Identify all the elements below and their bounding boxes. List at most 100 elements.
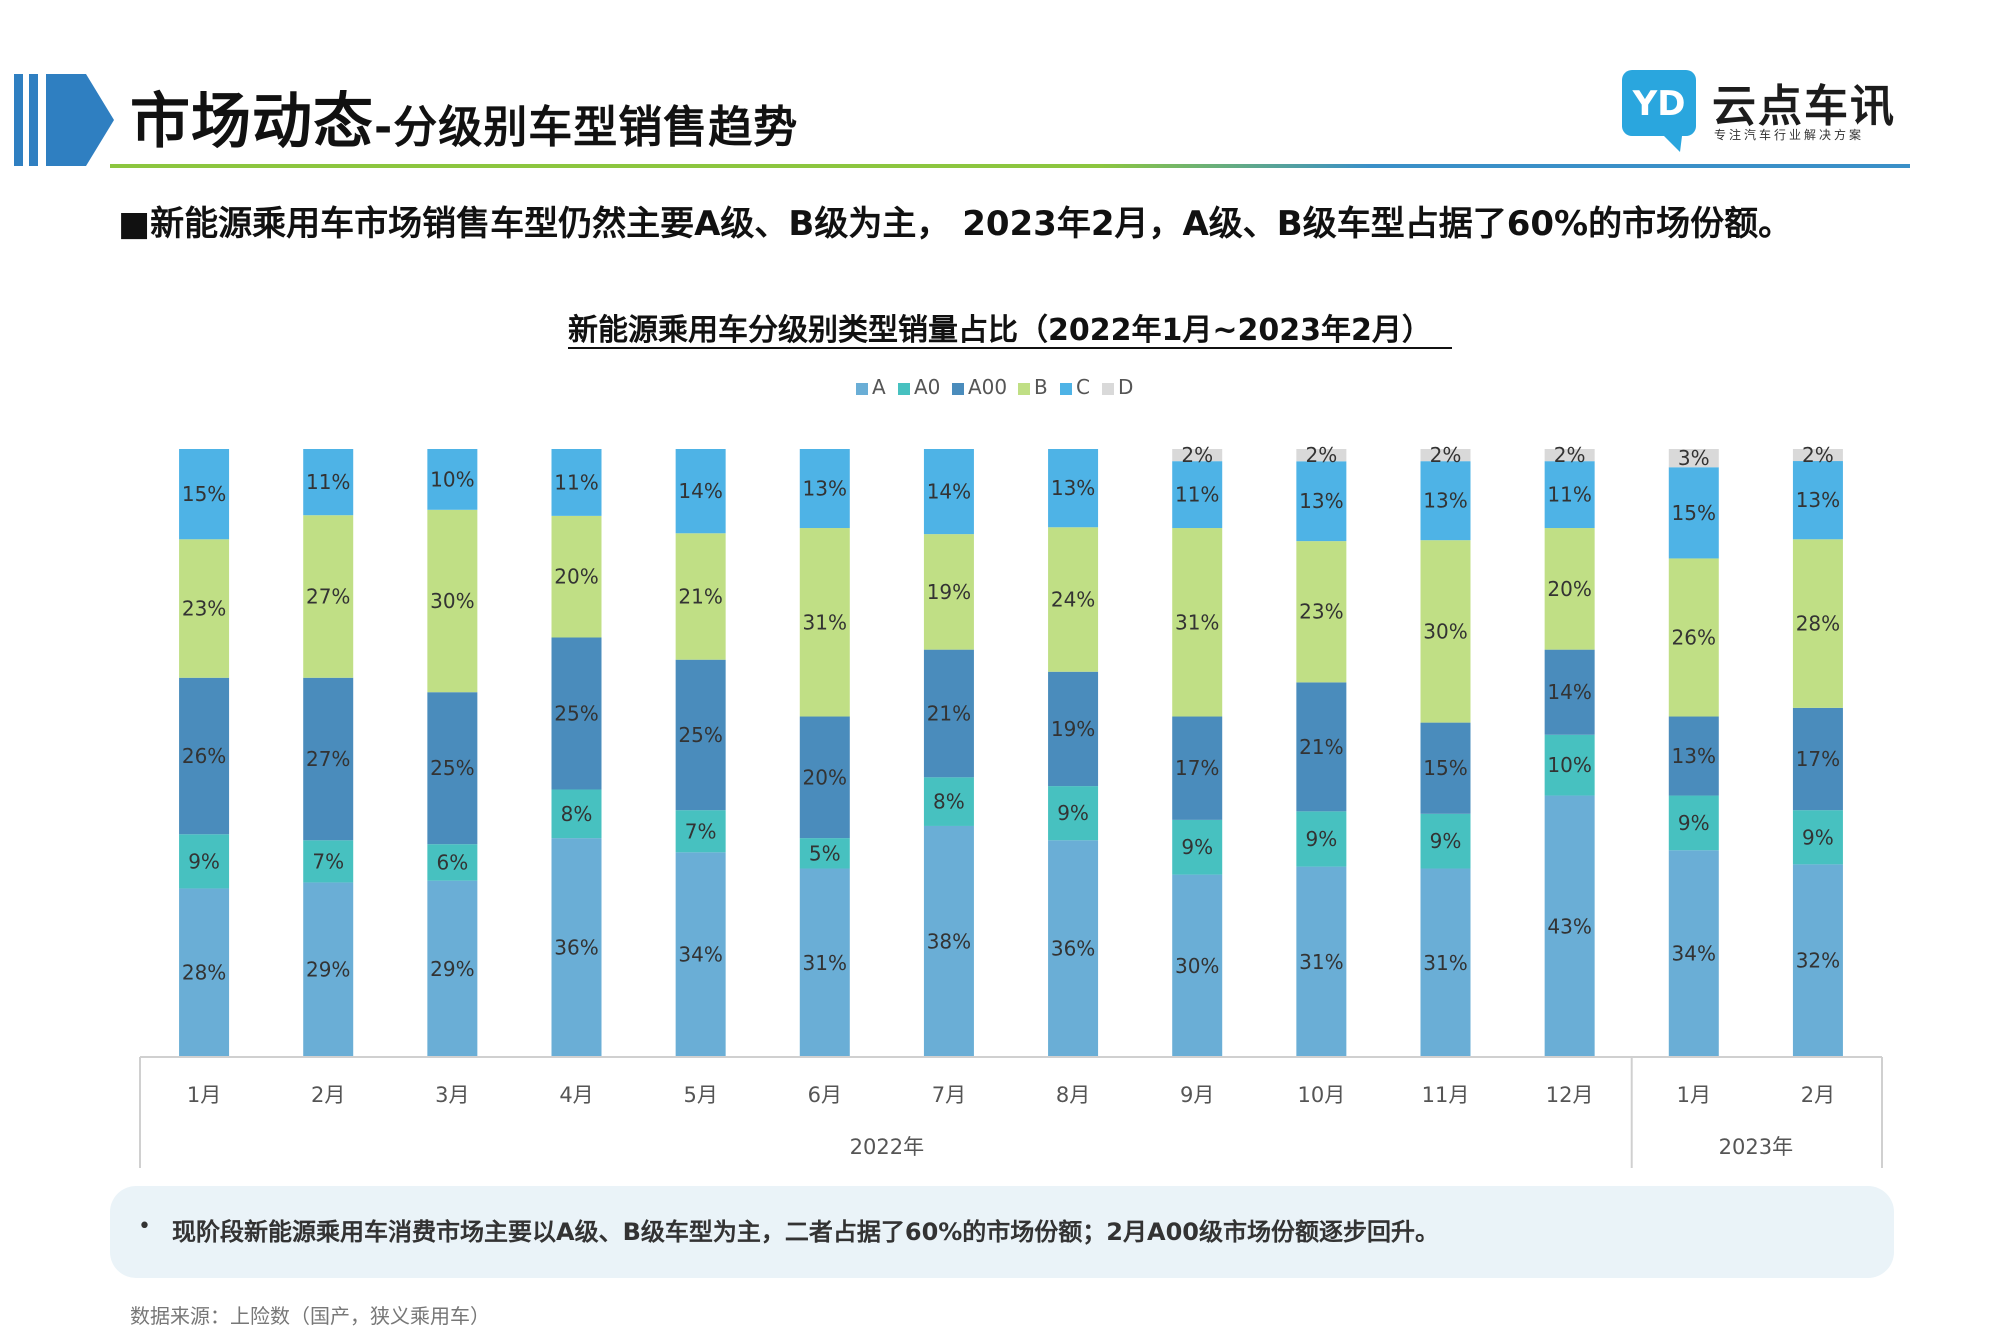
x-tick-label: 12月 xyxy=(1546,1083,1594,1107)
bar-b-8 xyxy=(1048,527,1099,672)
bar-b-3 xyxy=(427,509,478,693)
data-label-a0-1: 9% xyxy=(188,849,220,873)
bar-c-5 xyxy=(675,449,726,534)
data-label-a00-14: 17% xyxy=(1796,747,1840,771)
data-label-c-8: 13% xyxy=(1051,476,1095,500)
bar-a0-6 xyxy=(799,838,850,869)
bar-a00-12 xyxy=(1544,649,1595,735)
chart-title: 新能源乘用车分级别类型销量占比（2022年1月~2023年2月） xyxy=(568,313,1432,348)
bar-b-4 xyxy=(551,515,602,638)
x-tick-label: 8月 xyxy=(1056,1083,1090,1107)
data-label-a0-12: 10% xyxy=(1547,753,1591,777)
legend-swatch-a00 xyxy=(952,383,964,395)
bar-a0-4 xyxy=(551,789,602,839)
data-label-c-5: 14% xyxy=(678,479,722,503)
data-label-b-6: 31% xyxy=(803,610,847,634)
data-label-d-10: 2% xyxy=(1305,443,1337,467)
data-label-c-13: 15% xyxy=(1672,501,1716,525)
data-source-note: 数据来源：上险数（国产，狭义乘用车） xyxy=(130,1304,490,1328)
legend-label-b: B xyxy=(1034,375,1048,399)
bar-a-5 xyxy=(675,852,726,1057)
logo-tagline: 专注汽车行业解决方案 xyxy=(1714,128,1865,142)
bar-a00-10 xyxy=(1296,682,1347,812)
bar-a0-9 xyxy=(1172,819,1223,875)
data-label-d-14: 2% xyxy=(1802,443,1834,467)
data-label-a-2: 29% xyxy=(306,958,350,982)
bar-c-10 xyxy=(1296,461,1347,542)
x-tick-label: 2月 xyxy=(311,1083,345,1107)
bar-a0-2 xyxy=(303,840,354,883)
data-label-a0-13: 9% xyxy=(1678,811,1710,835)
data-label-a-5: 34% xyxy=(678,943,722,967)
bar-d-11 xyxy=(1420,449,1471,462)
data-label-a00-1: 26% xyxy=(182,744,226,768)
data-label-b-9: 31% xyxy=(1175,610,1219,634)
yd-logo-icon: YD xyxy=(1622,70,1696,152)
title-divider xyxy=(110,164,1910,168)
data-label-d-12: 2% xyxy=(1554,443,1586,467)
data-label-c-4: 11% xyxy=(554,470,598,494)
bar-a0-11 xyxy=(1420,813,1471,869)
summary-text: 现阶段新能源乘用车消费市场主要以A级、B级车型为主，二者占据了60%的市场份额；… xyxy=(172,1218,1439,1246)
bar-c-11 xyxy=(1420,461,1471,541)
data-label-a0-9: 9% xyxy=(1181,835,1213,859)
bar-c-4 xyxy=(551,449,602,516)
bar-a0-14 xyxy=(1792,810,1843,865)
data-label-a-14: 32% xyxy=(1796,949,1840,973)
data-label-a0-5: 7% xyxy=(685,819,717,843)
bar-a0-8 xyxy=(1048,786,1099,841)
bar-c-9 xyxy=(1172,461,1223,529)
data-label-a0-7: 8% xyxy=(933,790,965,814)
data-label-a00-6: 20% xyxy=(803,765,847,789)
year-group-label: 2022年 xyxy=(850,1135,924,1159)
bar-c-13 xyxy=(1668,467,1719,559)
summary-box: • 现阶段新能源乘用车消费市场主要以A级、B级车型为主，二者占据了60%的市场份… xyxy=(110,1186,1894,1278)
x-tick-label: 4月 xyxy=(559,1083,593,1107)
bar-b-12 xyxy=(1544,528,1595,650)
data-label-a-6: 31% xyxy=(803,951,847,975)
logo-text: 云点车讯 xyxy=(1712,81,1896,132)
data-label-a00-11: 15% xyxy=(1423,756,1467,780)
bar-a0-1 xyxy=(179,834,230,889)
data-label-a-4: 36% xyxy=(554,936,598,960)
x-tick-label: 7月 xyxy=(932,1083,966,1107)
bar-a0-12 xyxy=(1544,734,1595,796)
legend-label-d: D xyxy=(1118,375,1133,399)
legend-label-a00: A00 xyxy=(968,375,1007,399)
stacked-bar-chart: 新能源乘用车分级别类型销量占比（2022年1月~2023年2月） A A0 A00 B C… xyxy=(139,313,1883,1168)
bar-a00-13 xyxy=(1668,716,1719,796)
data-label-c-6: 13% xyxy=(803,477,847,501)
data-label-a00-13: 13% xyxy=(1672,744,1716,768)
data-label-c-2: 11% xyxy=(306,470,350,494)
bar-a00-8 xyxy=(1048,671,1099,787)
legend-swatch-a0 xyxy=(898,383,910,395)
data-label-a00-2: 27% xyxy=(306,747,350,771)
data-label-c-11: 13% xyxy=(1423,489,1467,513)
brand-logo: YD 云点车讯 专注汽车行业解决方案 xyxy=(1620,66,1920,156)
data-label-a-11: 31% xyxy=(1423,951,1467,975)
data-label-d-13: 3% xyxy=(1678,446,1710,470)
x-tick-label: 10月 xyxy=(1297,1083,1345,1107)
bar-c-8 xyxy=(1048,449,1099,528)
bar-c-1 xyxy=(179,449,230,540)
page-title-main: 市场动态 xyxy=(130,87,374,157)
page-title: 市场动态-分级别车型销售趋势 xyxy=(130,86,798,164)
data-label-b-11: 30% xyxy=(1423,619,1467,643)
page-title-sub: -分级别车型销售趋势 xyxy=(374,102,799,153)
bar-c-6 xyxy=(799,449,850,529)
bar-a00-5 xyxy=(675,659,726,811)
data-label-a-3: 29% xyxy=(430,957,474,981)
bar-a00-6 xyxy=(799,716,850,839)
bar-d-13 xyxy=(1668,449,1719,468)
x-tick-label: 3月 xyxy=(435,1083,469,1107)
data-label-c-10: 13% xyxy=(1299,489,1343,513)
bar-b-14 xyxy=(1792,539,1843,708)
bar-d-14 xyxy=(1792,449,1843,462)
bar-a-9 xyxy=(1172,874,1223,1057)
data-label-a0-10: 9% xyxy=(1305,827,1337,851)
data-label-b-3: 30% xyxy=(430,589,474,613)
bar-b-2 xyxy=(303,515,354,678)
data-label-a0-8: 9% xyxy=(1057,801,1089,825)
bar-b-11 xyxy=(1420,540,1471,723)
bar-a-10 xyxy=(1296,866,1347,1057)
